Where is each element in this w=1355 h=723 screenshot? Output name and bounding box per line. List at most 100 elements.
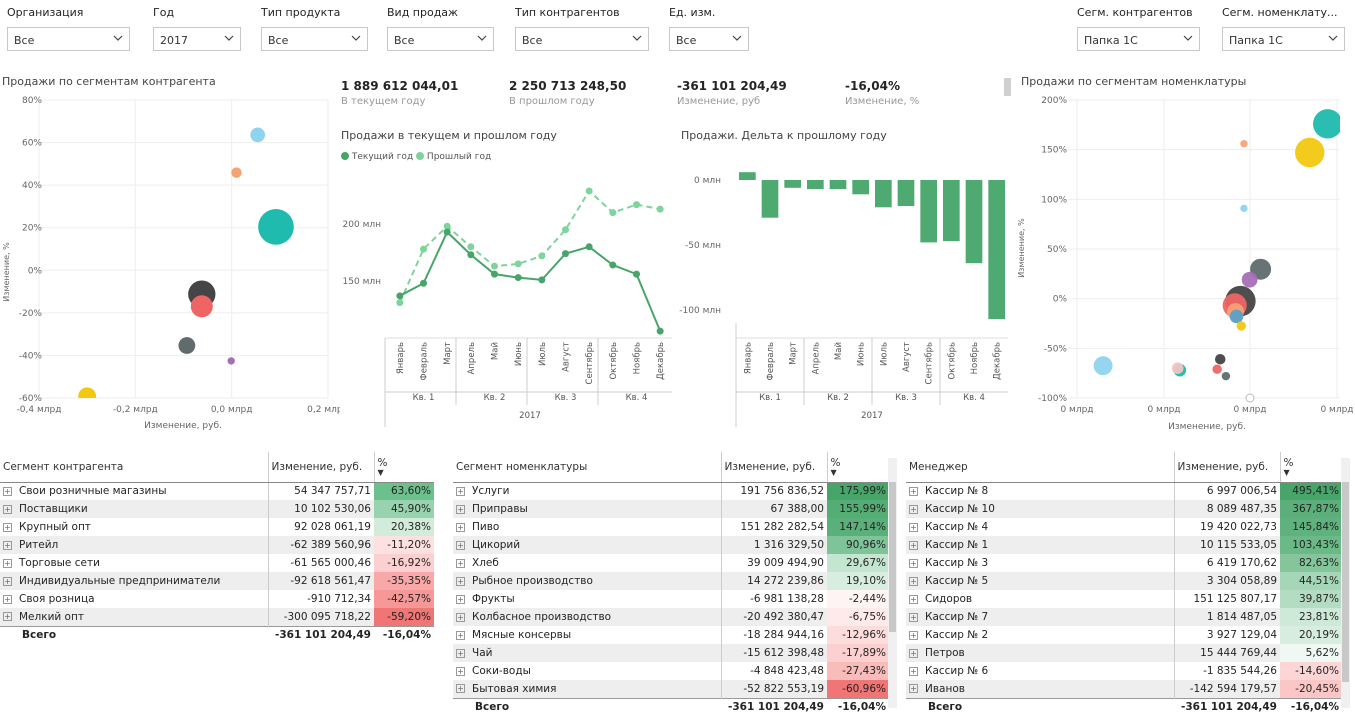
column-header[interactable]: Изменение, руб. <box>267 452 374 483</box>
bar[interactable] <box>807 180 824 190</box>
filter-dropdown[interactable]: Папка 1С <box>1077 27 1200 51</box>
expand-plus-icon[interactable]: + <box>909 630 918 640</box>
bubble[interactable] <box>1236 321 1247 331</box>
expand-plus-icon[interactable]: + <box>909 612 918 622</box>
expand-plus-icon[interactable]: + <box>456 558 465 568</box>
table-right-scrollbar[interactable] <box>1341 458 1350 708</box>
bar[interactable] <box>943 180 960 242</box>
data-point[interactable] <box>585 243 593 251</box>
table-row[interactable]: + Крупный опт 92 028 061,19 20,38% <box>0 518 434 536</box>
sort-desc-icon[interactable]: ▼ <box>1283 467 1290 477</box>
table-row[interactable]: + Поставщики 10 102 530,06 45,90% <box>0 500 434 518</box>
table-row[interactable]: + Петров 15 444 769,44 5,62% <box>906 644 1342 662</box>
scatter-left-chart[interactable]: Изменение, % Изменение, руб. 80% 60% 40% 20… <box>0 92 340 432</box>
data-point[interactable] <box>633 270 640 278</box>
table-row[interactable]: + Кассир № 10 8 089 487,35 367,87% <box>906 500 1342 518</box>
bubble[interactable] <box>178 337 196 354</box>
expand-plus-icon[interactable]: + <box>909 576 918 586</box>
data-point[interactable] <box>443 228 451 236</box>
table-row[interactable]: + Иванов -142 594 179,57 -20,45% <box>906 680 1342 698</box>
bubble[interactable] <box>1313 109 1342 139</box>
bar[interactable] <box>852 180 869 195</box>
filter-dropdown[interactable]: Все <box>669 27 749 51</box>
table-row[interactable]: + Приправы 67 388,00 155,99% <box>453 500 889 518</box>
column-header[interactable]: % ▼ <box>826 452 889 483</box>
bar[interactable] <box>988 180 1005 320</box>
column-header[interactable]: Сегмент контрагента <box>0 452 268 483</box>
bubble[interactable] <box>190 295 213 318</box>
expand-plus-icon[interactable]: + <box>456 504 465 514</box>
data-point[interactable] <box>420 245 427 253</box>
table-row[interactable]: + Соки-воды -4 848 423,48 -27,43% <box>453 662 889 680</box>
table-row[interactable]: + Услуги 191 756 836,52 175,99% <box>453 482 889 500</box>
table-row[interactable]: + Фрукты -6 981 138,28 -2,44% <box>453 590 889 608</box>
bar[interactable] <box>965 180 983 264</box>
table-row[interactable]: + Торговые сети -61 565 000,46 -16,92% <box>0 554 434 572</box>
table-row[interactable]: + Свои розничные магазины 54 347 757,71 63,… <box>0 482 434 500</box>
sort-desc-icon[interactable]: ▼ <box>377 467 384 477</box>
expand-plus-icon[interactable]: + <box>909 486 918 496</box>
bubble[interactable] <box>1171 362 1184 374</box>
series-line[interactable] <box>399 230 662 332</box>
bar[interactable] <box>920 180 937 243</box>
data-point[interactable] <box>609 209 617 217</box>
table-row[interactable]: + Сидоров 151 125 807,17 39,87% <box>906 590 1342 608</box>
expand-plus-icon[interactable]: + <box>909 594 918 604</box>
bubble[interactable] <box>1240 204 1248 212</box>
expand-plus-icon[interactable]: + <box>909 558 918 568</box>
bubble[interactable] <box>1245 393 1255 403</box>
expand-plus-icon[interactable]: + <box>456 684 465 694</box>
filter-dropdown[interactable]: 2017 <box>153 27 241 51</box>
filter-dropdown[interactable]: Папка 1С <box>1222 27 1345 51</box>
column-header[interactable]: Изменение, руб. <box>720 452 827 483</box>
expand-plus-icon[interactable]: + <box>909 504 918 514</box>
data-point[interactable] <box>538 252 546 260</box>
table-row[interactable]: + Своя розница -910 712,34 -42,57% <box>0 590 434 608</box>
bubble[interactable] <box>227 357 235 365</box>
expand-plus-icon[interactable]: + <box>456 648 465 658</box>
data-point[interactable] <box>538 276 546 284</box>
table-mid-scrollbar[interactable] <box>888 458 897 708</box>
expand-plus-icon[interactable]: + <box>456 486 465 496</box>
sort-desc-icon[interactable]: ▼ <box>830 467 837 477</box>
expand-plus-icon[interactable]: + <box>909 684 918 694</box>
bubble[interactable] <box>1229 309 1244 324</box>
table-row[interactable]: + Рыбное производство 14 272 239,86 19,10% <box>453 572 889 590</box>
data-point[interactable] <box>396 292 404 300</box>
expand-plus-icon[interactable]: + <box>3 486 12 496</box>
column-header[interactable]: Изменение, руб. <box>1173 452 1280 483</box>
table-row[interactable]: + Колбасное производство -20 492 380,47 -6,… <box>453 608 889 626</box>
scrollbar-thumb[interactable] <box>1342 482 1349 682</box>
expand-plus-icon[interactable]: + <box>909 522 918 532</box>
bubble[interactable] <box>1241 271 1258 288</box>
expand-plus-icon[interactable]: + <box>3 594 12 604</box>
data-point[interactable] <box>562 226 569 234</box>
bubble[interactable] <box>1212 364 1222 374</box>
column-header[interactable]: % ▼ <box>1279 452 1342 483</box>
table-row[interactable]: + Пиво 151 282 282,54 147,14% <box>453 518 889 536</box>
expand-plus-icon[interactable]: + <box>456 594 465 604</box>
data-point[interactable] <box>491 262 498 270</box>
table-row[interactable]: + Мясные консервы -18 284 944,16 -12,96% <box>453 626 889 644</box>
expand-plus-icon[interactable]: + <box>3 612 12 622</box>
data-point[interactable] <box>585 187 593 195</box>
table-row[interactable]: + Кассир № 2 3 927 129,04 20,19% <box>906 626 1342 644</box>
filter-dropdown[interactable]: Все <box>515 27 649 51</box>
table-row[interactable]: + Кассир № 5 3 304 058,89 44,51% <box>906 572 1342 590</box>
kpi-scrollbar[interactable] <box>1004 78 1011 96</box>
expand-plus-icon[interactable]: + <box>909 540 918 550</box>
expand-plus-icon[interactable]: + <box>909 648 918 658</box>
data-point[interactable] <box>656 327 664 335</box>
data-point[interactable] <box>562 250 569 258</box>
bar-chart[interactable]: 0 млн -50 млн -100 млн Январь Февраль Март Апр… <box>677 165 1017 427</box>
data-point[interactable] <box>514 260 522 268</box>
line-chart[interactable]: 200 млн 150 млн Январь Февраль Март Апрель Май… <box>337 165 677 427</box>
expand-plus-icon[interactable]: + <box>3 558 12 568</box>
table-row[interactable]: + Чай -15 612 398,48 -17,89% <box>453 644 889 662</box>
data-point[interactable] <box>420 279 427 287</box>
table-row[interactable]: + Хлеб 39 009 494,90 29,67% <box>453 554 889 572</box>
bubble[interactable] <box>1295 137 1325 168</box>
bubble[interactable] <box>1240 140 1248 148</box>
table-row[interactable]: + Кассир № 8 6 997 006,54 495,41% <box>906 482 1342 500</box>
bubble[interactable] <box>1214 353 1226 365</box>
